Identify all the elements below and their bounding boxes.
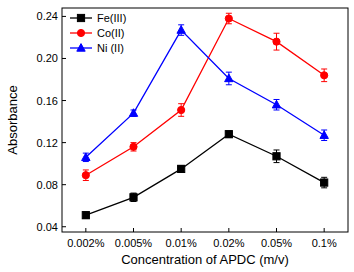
error-cap [321,140,327,141]
y-tick [62,58,66,59]
error-cap [274,33,280,34]
legend-marker [77,14,84,21]
error-cap [274,50,280,51]
marker [178,106,185,113]
error-cap [321,68,327,69]
marker [321,72,328,79]
x-axis-label: Concentration of APDC (m/v) [121,252,289,267]
y-tick-label: 0.08 [37,179,58,191]
legend: Fe(III) Co(II) Ni (II) [70,12,126,54]
error-cap [178,103,184,104]
y-tick [62,142,66,143]
marker [82,172,89,179]
chart: 0.04 0.08 0.12 0.16 0.20 0.24 0.002% 0.005% 0.01… [0,0,354,272]
marker [177,26,185,34]
error-cap [83,161,89,162]
error-bar [321,177,327,188]
data-group [82,13,329,219]
error-cap [226,23,232,24]
legend-marker [77,44,85,52]
x-tick-label: 0.002% [67,237,105,249]
error-bar [131,193,137,201]
series-line [86,134,324,215]
y-tick-label: 0.04 [37,221,58,233]
marker [82,212,89,219]
x-tick [181,228,182,232]
error-cap [226,72,232,73]
error-cap [226,13,232,14]
legend-label: Ni (II) [97,42,124,54]
plot-frame [62,8,348,232]
error-bar [83,212,89,218]
marker [273,38,280,45]
x-tick [324,228,325,232]
error-bar [226,13,232,24]
error-cap [274,110,280,111]
y-tick [62,16,66,17]
x-tick-label: 0.02% [213,237,244,249]
error-cap [274,149,280,150]
marker [320,131,328,139]
marker [225,15,232,22]
error-cap [226,84,232,85]
series-line [86,30,324,157]
error-cap [321,187,327,188]
y-tick-label: 0.24 [37,10,58,22]
error-cap [83,180,89,181]
x-tick-label: 0.01% [166,237,197,249]
error-cap [178,35,184,36]
marker [130,194,137,201]
x-tick [85,228,86,232]
error-cap [321,177,327,178]
marker [272,100,280,108]
error-bar [178,166,184,172]
y-tick [62,184,66,185]
marker [130,143,137,150]
marker [225,131,232,138]
legend-label: Fe(III) [97,12,126,24]
error-bar [131,143,137,151]
error-bar [274,150,280,163]
error-bar [178,104,184,117]
error-bar [274,33,280,50]
x-tick-label: 0.005% [115,237,153,249]
error-cap [83,169,89,170]
x-tick-label: 0.1% [312,237,337,249]
legend-label: Co(II) [97,27,125,39]
y-tick-label: 0.20 [37,52,58,64]
marker [82,153,90,161]
y-tick [62,226,66,227]
x-tick [276,228,277,232]
y-tick-label: 0.12 [37,137,58,149]
chart-container: 0.04 0.08 0.12 0.16 0.20 0.24 0.002% 0.005% 0.01… [0,0,354,272]
y-axis-label: Absorbance [5,85,20,154]
marker [273,153,280,160]
error-cap [274,162,280,163]
marker [178,165,185,172]
error-bar [226,131,232,137]
y-tick [62,100,66,101]
x-tick [228,228,229,232]
x-tick-label: 0.05% [261,237,292,249]
marker [321,179,328,186]
legend-marker [77,29,84,36]
error-bar [83,170,89,181]
x-tick [133,228,134,232]
error-cap [178,116,184,117]
marker [225,74,233,82]
series-line [86,19,324,176]
error-cap [321,81,327,82]
error-bar [321,69,327,82]
marker [129,109,137,117]
y-tick-label: 0.16 [37,95,58,107]
